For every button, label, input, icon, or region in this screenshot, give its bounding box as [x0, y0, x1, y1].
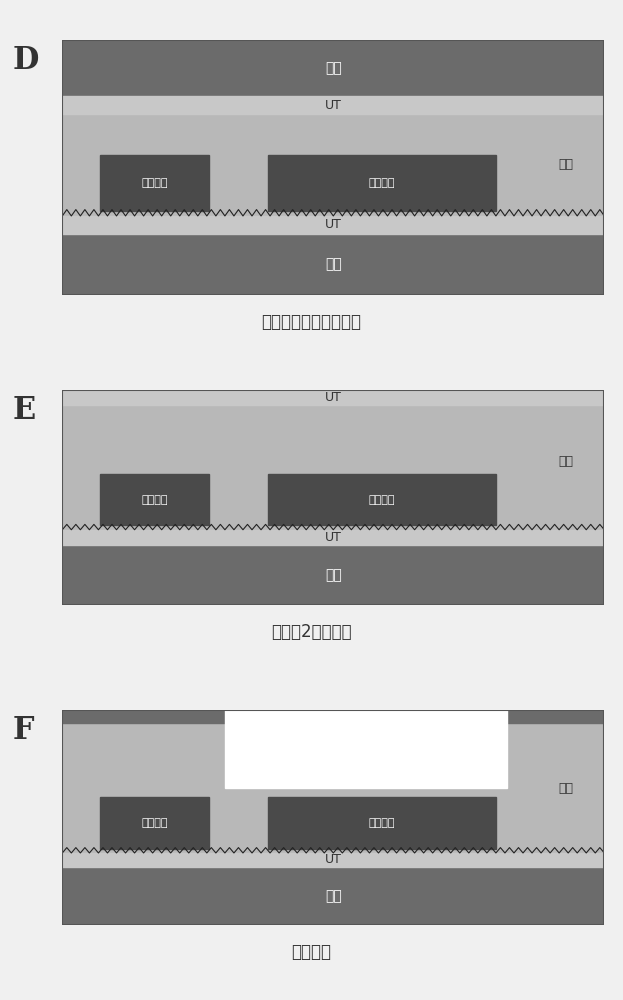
Text: 激光开孔: 激光开孔 [292, 944, 331, 962]
Bar [62, 216, 604, 234]
Text: UT: UT [325, 531, 342, 544]
Bar [62, 405, 604, 530]
Text: 电路镀层: 电路镀层 [369, 818, 396, 828]
Bar [62, 545, 604, 605]
Text: 积层树脂及附载体铜箔: 积层树脂及附载体铜箔 [262, 314, 361, 332]
Text: E: E [12, 395, 36, 426]
Text: 电路镀层: 电路镀层 [369, 495, 396, 505]
Text: 激光: 激光 [358, 738, 374, 752]
Bar [100, 155, 209, 211]
Bar [225, 710, 506, 788]
Bar [62, 114, 604, 216]
Text: 电路镀层: 电路镀层 [141, 818, 168, 828]
Bar [62, 40, 604, 96]
Bar [100, 797, 209, 849]
Bar [62, 234, 604, 295]
Text: 电路镀层: 电路镀层 [141, 178, 168, 188]
Text: 树脂: 树脂 [559, 158, 574, 171]
Bar [269, 797, 496, 849]
Bar [62, 390, 604, 405]
Bar [269, 474, 496, 525]
Bar [100, 474, 209, 525]
Text: UT: UT [325, 218, 342, 231]
Text: UT: UT [325, 99, 342, 112]
Text: UT: UT [325, 391, 342, 404]
Text: 树脂: 树脂 [559, 455, 574, 468]
Text: 载体: 载体 [325, 257, 341, 271]
Bar [62, 530, 604, 545]
Text: 载体: 载体 [325, 61, 341, 75]
Text: 树脂: 树脂 [559, 782, 574, 795]
Text: 电路镀层: 电路镀层 [141, 495, 168, 505]
Bar [62, 867, 604, 925]
Text: 露出第2层载体箔: 露出第2层载体箔 [271, 624, 352, 642]
Bar [269, 155, 496, 211]
Text: 电路镀层: 电路镀层 [369, 178, 396, 188]
Text: UT: UT [325, 853, 342, 866]
Text: D: D [12, 45, 39, 76]
Text: F: F [12, 715, 34, 746]
Bar [62, 96, 604, 114]
Bar [62, 853, 604, 867]
Bar [62, 710, 604, 723]
Text: 载体: 载体 [325, 568, 341, 582]
Bar [62, 710, 604, 853]
Text: 载体: 载体 [325, 889, 341, 903]
